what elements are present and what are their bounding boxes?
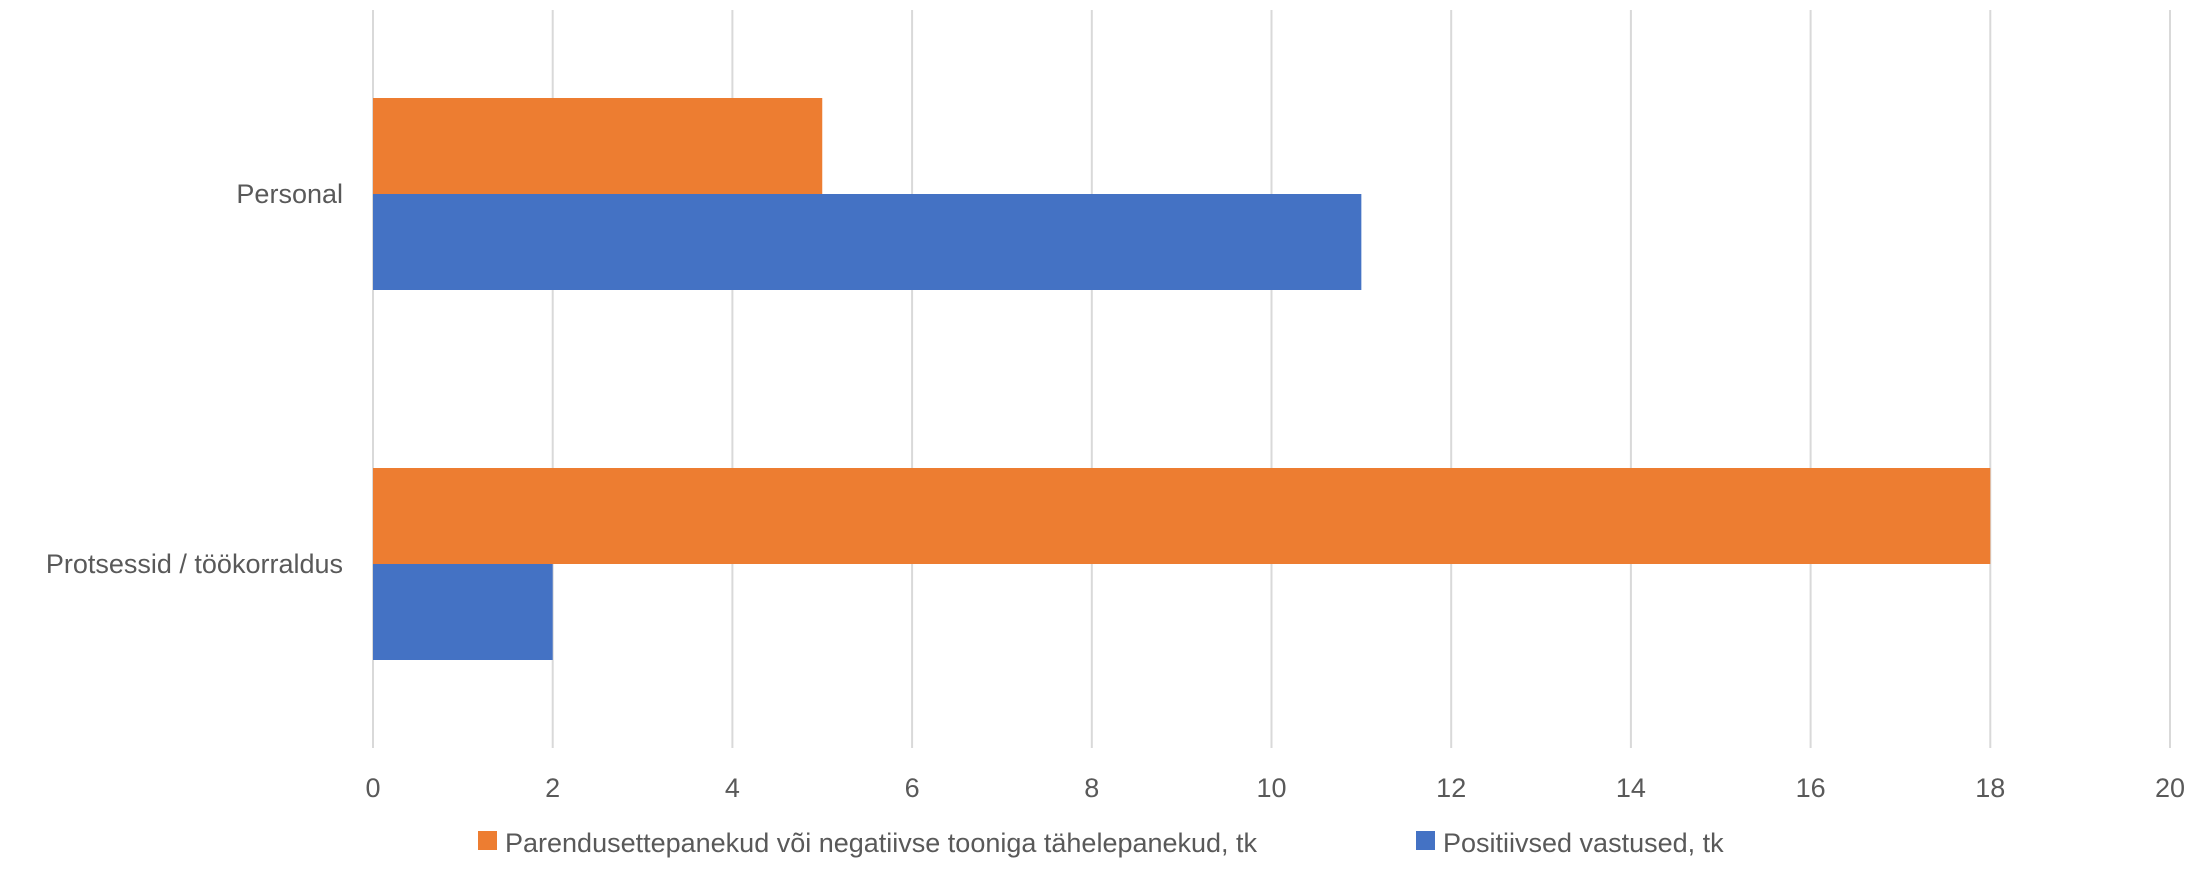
x-tick-label: 12	[1436, 773, 1466, 803]
legend-swatch	[1416, 831, 1435, 850]
category-label: Protsessid / töökorraldus	[46, 549, 343, 579]
bars	[373, 98, 1991, 660]
legend-swatch	[478, 831, 497, 850]
y-axis-categories: Personal Protsessid / töökorraldus	[46, 179, 343, 579]
bar	[373, 468, 1991, 564]
x-tick-label: 0	[365, 773, 380, 803]
x-tick-label: 18	[1975, 773, 2005, 803]
x-tick-label: 14	[1616, 773, 1646, 803]
x-axis-ticks: 0 2 4 6 8 10 12 14 16 18 20	[365, 773, 2185, 803]
legend-label: Positiivsed vastused, tk	[1443, 828, 1724, 858]
x-tick-label: 8	[1084, 773, 1099, 803]
category-label: Personal	[236, 179, 343, 209]
x-tick-label: 16	[1796, 773, 1826, 803]
legend-label: Parendusettepanekud või negatiivse tooni…	[505, 828, 1258, 858]
bar	[373, 564, 553, 660]
x-tick-label: 4	[725, 773, 740, 803]
x-tick-label: 6	[905, 773, 920, 803]
x-tick-label: 10	[1256, 773, 1286, 803]
bar	[373, 98, 823, 194]
x-tick-label: 20	[2155, 773, 2185, 803]
x-tick-label: 2	[545, 773, 560, 803]
bar	[373, 194, 1362, 290]
legend: Parendusettepanekud või negatiivse tooni…	[478, 828, 1724, 858]
